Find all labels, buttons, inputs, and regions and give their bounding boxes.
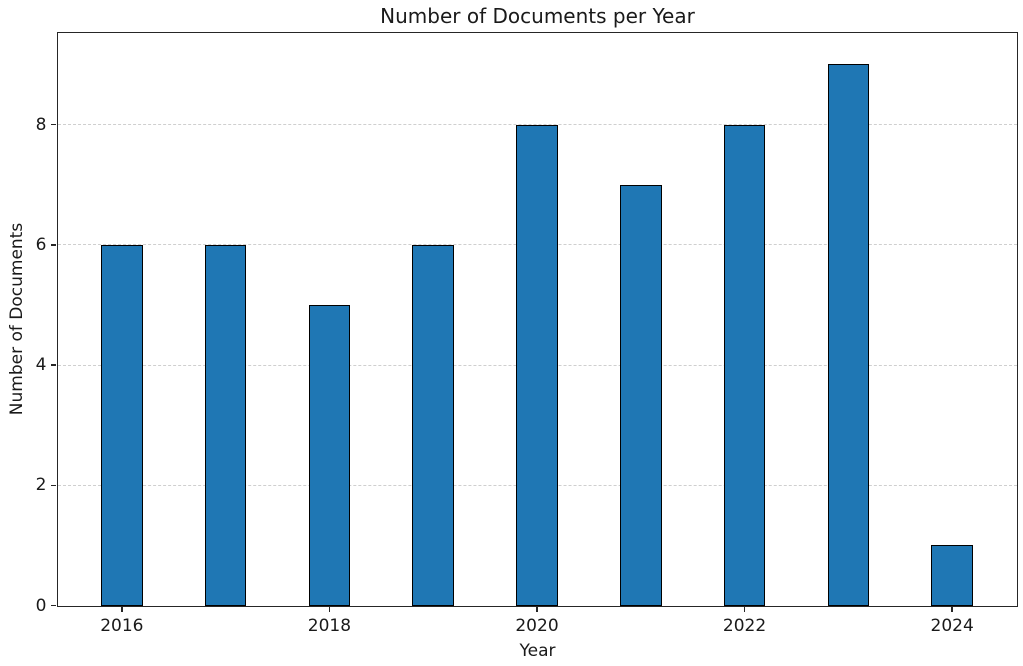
bar-2019	[412, 244, 454, 606]
x-tick-label-2018: 2018	[307, 615, 352, 636]
x-tick-label-2024: 2024	[930, 615, 974, 636]
bar-2017	[204, 244, 247, 606]
chart-title: Number of Documents per Year	[380, 4, 695, 28]
y-tick-label-0: 0	[35, 595, 47, 616]
y-tick-mark-8	[51, 123, 56, 126]
x-axis-label: Year	[519, 641, 556, 661]
plot-area: 2016 2018 2020 2022 2024 0 2 4 6 8	[36, 31, 1018, 636]
x-tick-label-2022: 2022	[722, 615, 767, 636]
x-tick-label-2020: 2020	[515, 615, 559, 636]
bar-2016	[101, 244, 143, 606]
y-tick-mark-6	[51, 244, 56, 246]
bar-2020	[516, 124, 558, 606]
y-tick-label-4: 4	[35, 355, 47, 375]
y-tick-label-8: 8	[35, 114, 47, 135]
bar-2023	[827, 64, 870, 606]
x-tick-mark-2018	[328, 607, 331, 612]
bar-2021	[620, 184, 662, 606]
bar-2024	[931, 545, 973, 606]
bar-2022	[723, 124, 766, 606]
bar-2018	[308, 304, 351, 606]
y-tick-label-6: 6	[35, 234, 47, 255]
x-tick-label-2016: 2016	[100, 615, 144, 636]
x-tick-mark-2024	[951, 607, 953, 612]
x-tick-mark-2022	[743, 607, 746, 612]
y-tick-mark-0	[51, 604, 56, 607]
y-axis-label: Number of Documents	[7, 222, 27, 416]
x-tick-mark-2020	[536, 607, 538, 612]
y-tick-mark-2	[51, 484, 56, 486]
y-tick-label-2: 2	[35, 475, 47, 496]
y-tick-mark-4	[51, 364, 56, 366]
x-tick-mark-2016	[121, 607, 123, 612]
